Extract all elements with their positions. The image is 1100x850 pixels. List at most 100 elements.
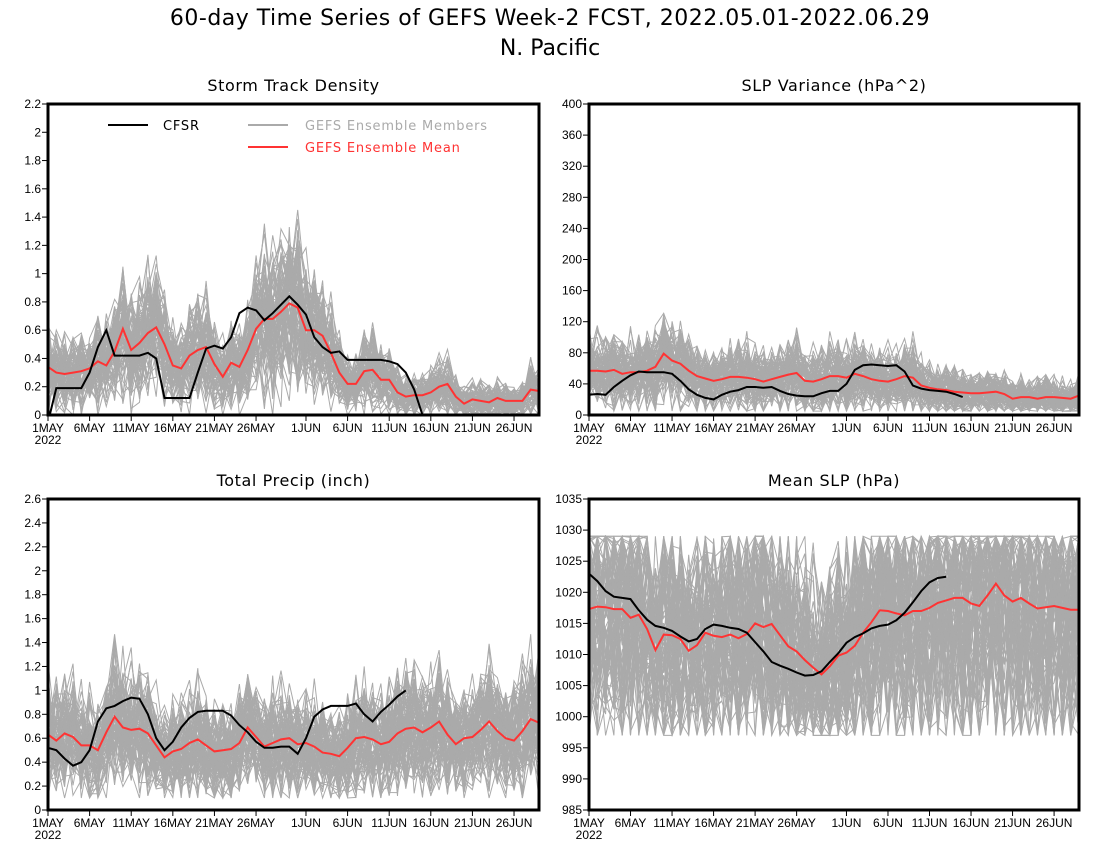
x-tick-label: 16JUN — [953, 816, 990, 830]
legend-label: CFSR — [163, 119, 200, 134]
plot-frame — [46, 102, 541, 417]
ensemble-member-line — [48, 671, 539, 799]
legend-label: GEFS Ensemble Mean — [305, 141, 461, 156]
y-tick-label: 1.8 — [24, 154, 41, 168]
x-tick-label: 1JUN — [831, 421, 861, 435]
panel-title: Storm Track Density — [207, 76, 379, 95]
x-tick-label: 6MAY — [74, 421, 106, 435]
cfsr-line — [589, 363, 964, 401]
x-tick-label: 11JUN — [912, 816, 948, 830]
ensemble-member-line — [589, 534, 1079, 736]
x-year-label: 2022 — [35, 828, 62, 842]
ensemble-member-line — [589, 536, 1079, 736]
x-tick-label: 6MAY — [615, 816, 647, 830]
x-tick-label: 11MAY — [653, 816, 691, 830]
ensemble-member-line — [589, 340, 1079, 413]
y-tick-label: 1.6 — [24, 612, 41, 626]
y-tick-label: 1020 — [555, 585, 582, 599]
x-tick-label: 11JUN — [371, 816, 407, 830]
panel-title: SLP Variance (hPa^2) — [742, 76, 927, 95]
y-tick-label: 0.4 — [24, 755, 41, 769]
y-tick-label: 2.4 — [24, 516, 41, 530]
ensemble-members — [589, 312, 1079, 414]
x-year-label: 2022 — [35, 433, 62, 447]
y-tick-label: 0 — [34, 803, 41, 817]
ensemble-members — [589, 534, 1079, 738]
ensemble-member-line — [48, 226, 539, 412]
ensemble-member-line — [589, 536, 1079, 736]
x-tick-label: 6JUN — [873, 421, 903, 435]
x-tick-label: 16MAY — [694, 421, 732, 435]
ensemble-member-line — [589, 332, 1079, 413]
x-tick-label: 26MAY — [777, 816, 815, 830]
ensemble-member-line — [589, 535, 1079, 730]
x-tick-label: 1JUN — [291, 421, 321, 435]
figure-title: 60-day Time Series of GEFS Week-2 FCST, … — [169, 6, 931, 31]
legend-item: CFSR — [108, 119, 200, 134]
panel-title: Mean SLP (hPa) — [768, 471, 900, 490]
ensemble-member-line — [48, 670, 539, 799]
y-tick-label: 40 — [569, 377, 583, 391]
ensemble-member-line — [48, 680, 539, 800]
ensemble-member-line — [589, 536, 1079, 736]
y-tick-label: 120 — [562, 315, 582, 329]
ensemble-mean-line — [48, 302, 539, 405]
y-tick-label: 160 — [562, 284, 582, 298]
x-tick-label: 26JUN — [1036, 421, 1073, 435]
y-tick-label: 995 — [562, 741, 582, 755]
y-tick-label: 200 — [562, 253, 582, 267]
legend-label: GEFS Ensemble Members — [305, 119, 488, 134]
ensemble-member-line — [589, 337, 1079, 413]
y-tick-label: 2.2 — [24, 540, 41, 554]
x-tick-label: 21MAY — [736, 816, 774, 830]
x-tick-label: 16JUN — [953, 421, 990, 435]
y-tick-label: 1025 — [555, 554, 582, 568]
y-tick-label: 0.8 — [24, 707, 41, 721]
x-tick-label: 26JUN — [1036, 816, 1073, 830]
panel-slp-variance-hpa-2: SLP Variance (hPa^2) 0 40 80 120 160 200 240 280… — [562, 76, 1081, 447]
y-tick-label: 280 — [562, 190, 582, 204]
y-tick-label: 1 — [34, 683, 41, 697]
y-tick-label: 985 — [562, 803, 582, 817]
y-tick-label: 0.6 — [24, 323, 41, 337]
y-tick-label: 1 — [34, 267, 41, 281]
x-tick-label: 11MAY — [112, 816, 150, 830]
x-tick-label: 26JUN — [496, 421, 533, 435]
x-tick-label: 21JUN — [994, 421, 1031, 435]
x-tick-label: 11MAY — [653, 421, 691, 435]
y-tick-label: 1.2 — [24, 238, 41, 252]
y-tick-label: 1015 — [555, 616, 582, 630]
y-tick-label: 1.4 — [24, 210, 41, 224]
x-tick-label: 6MAY — [74, 816, 106, 830]
y-tick-label: 80 — [569, 346, 583, 360]
y-tick-label: 0 — [575, 408, 582, 422]
plot-frame — [46, 497, 541, 812]
y-tick-label: 2.6 — [24, 492, 41, 506]
y-tick-label: 0.2 — [24, 380, 41, 394]
ensemble-member-line — [589, 535, 1079, 736]
y-tick-label: 320 — [562, 159, 582, 173]
y-tick-label: 0.4 — [24, 351, 41, 365]
y-tick-label: 0.8 — [24, 295, 41, 309]
y-tick-label: 1000 — [555, 710, 582, 724]
ensemble-member-line — [48, 261, 539, 411]
x-tick-label: 16MAY — [154, 421, 192, 435]
cfsr-line — [48, 689, 407, 767]
y-tick-label: 360 — [562, 128, 582, 142]
y-tick-label: 0.2 — [24, 779, 41, 793]
y-tick-label: 240 — [562, 221, 582, 235]
cfsr-line — [589, 572, 947, 677]
y-tick-label: 1030 — [555, 523, 582, 537]
legend-item: GEFS Ensemble Mean — [248, 141, 461, 156]
ensemble-member-line — [48, 272, 539, 410]
x-tick-label: 21JUN — [454, 816, 491, 830]
legend: CFSR GEFS Ensemble Members GEFS Ensemble M… — [108, 119, 488, 156]
ensemble-mean-line — [48, 714, 539, 759]
ensemble-member-line — [48, 668, 539, 792]
ensemble-member-line — [48, 669, 539, 799]
x-tick-label: 1MAY — [573, 421, 605, 435]
ensemble-member-line — [48, 251, 539, 415]
x-tick-label: 6MAY — [615, 421, 647, 435]
x-tick-label: 16JUN — [412, 421, 449, 435]
x-tick-label: 26JUN — [496, 816, 533, 830]
